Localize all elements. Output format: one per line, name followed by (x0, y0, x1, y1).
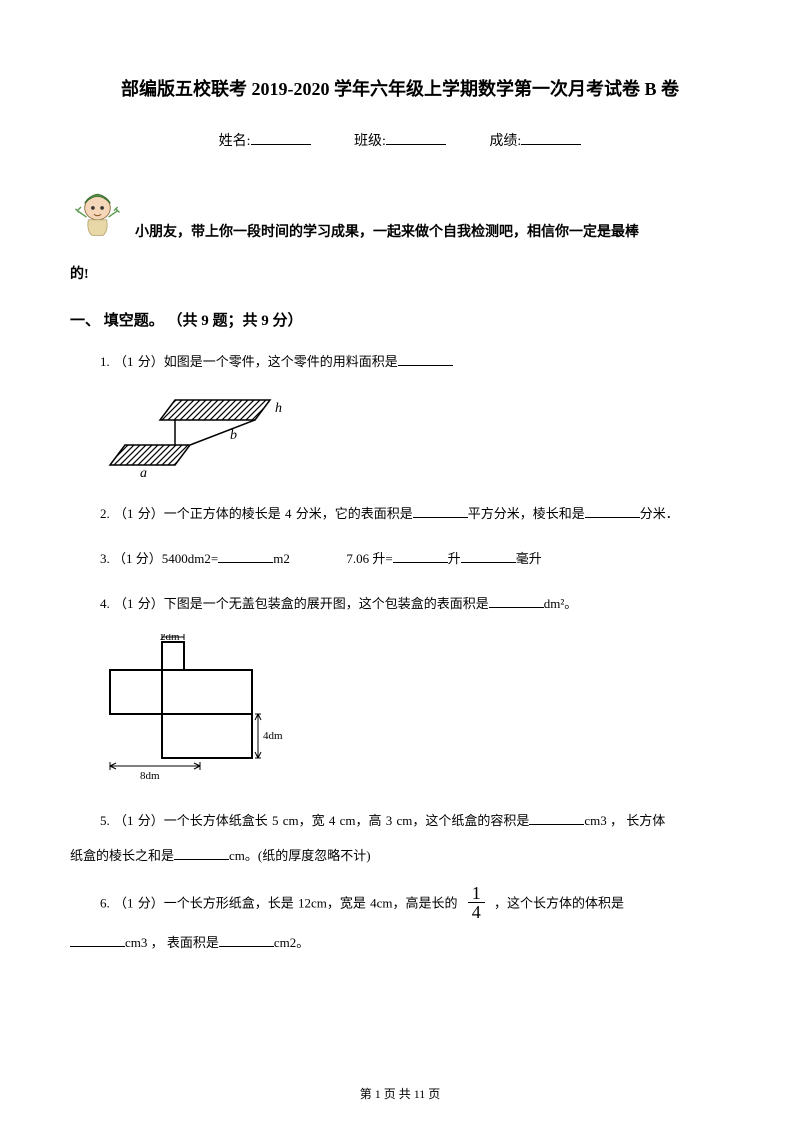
score-field: 成绩: (489, 129, 581, 150)
q3-blank3[interactable] (461, 549, 516, 563)
score-blank[interactable] (521, 129, 581, 145)
q5-blank1[interactable] (529, 811, 584, 825)
q3-part2-pre: 7.06 升= (346, 551, 392, 566)
q6-line2-post: cm2。 (274, 935, 309, 950)
q2-text1: 2. （1 分）一个正方体的棱长是 4 分米，它的表面积是 (100, 506, 413, 521)
mascot-row: 小朋友，带上你一段时间的学习成果，一起来做个自我检测吧，相信你一定是最棒 (70, 185, 730, 250)
student-info-row: 姓名: 班级: 成绩: (70, 129, 730, 150)
q6-frac-den: 4 (468, 903, 485, 921)
q4-blank[interactable] (489, 594, 544, 608)
class-field: 班级: (354, 129, 446, 150)
q6-text1: 6. （1 分）一个长方形纸盒，长是 12cm，宽是 4cm，高是长的 (100, 896, 462, 911)
name-blank[interactable] (251, 129, 311, 145)
q5-text1: 5. （1 分）一个长方体纸盒长 5 cm，宽 4 cm，高 3 cm，这个纸盒… (100, 813, 529, 828)
q2-text2: 平方分米，棱长和是 (468, 506, 585, 521)
q1-label-a: a (140, 466, 147, 477)
q5-mid: cm3 ， 长方体 (584, 813, 665, 828)
q6-blank1[interactable] (70, 933, 125, 947)
question-4: 4. （1 分）下图是一个无盖包装盒的展开图，这个包装盒的表面积是 dm²。 (70, 590, 730, 619)
q4-label-8dm: 8dm (140, 770, 160, 782)
q2-blank1[interactable] (413, 504, 468, 518)
q5-blank2[interactable] (174, 846, 229, 860)
q6-frac-num: 1 (468, 884, 485, 903)
q1-label-h: h (275, 401, 282, 416)
exam-title: 部编版五校联考 2019-2020 学年六年级上学期数学第一次月考试卷 B 卷 (70, 75, 730, 101)
question-6-line2: cm3 ， 表面积是 cm2。 (70, 929, 730, 958)
q6-line2-mid: cm3 ， 表面积是 (125, 935, 219, 950)
q4-suffix: dm²。 (544, 596, 578, 611)
q5-line2-pre: 纸盒的棱长之和是 (70, 848, 174, 863)
question-1: 1. （1 分）如图是一个零件，这个零件的用料面积是 (70, 348, 730, 377)
q2-blank2[interactable] (585, 504, 640, 518)
score-label: 成绩: (489, 134, 521, 149)
q3-part1-pre: 3. （1 分）5400dm2= (100, 551, 218, 566)
q6-mid: ，这个长方体的体积是 (494, 896, 624, 911)
q1-blank[interactable] (398, 352, 453, 366)
page-footer: 第 1 页 共 11 页 (0, 1085, 800, 1102)
question-5: 5. （1 分）一个长方体纸盒长 5 cm，宽 4 cm，高 3 cm，这个纸盒… (70, 807, 730, 836)
q4-label-2dm: 2dm (160, 634, 180, 643)
question-6: 6. （1 分）一个长方形纸盒，长是 12cm，宽是 4cm，高是长的 1 4 … (70, 886, 730, 923)
q1-label-b: b (230, 428, 237, 443)
q2-text3: 分米． (640, 506, 679, 521)
q3-part2-post: 毫升 (516, 551, 542, 566)
name-label: 姓名: (219, 134, 251, 149)
q4-figure: 2dm 4dm 8dm (100, 634, 730, 789)
question-2: 2. （1 分）一个正方体的棱长是 4 分米，它的表面积是 平方分米，棱长和是 分米… (70, 500, 730, 529)
question-3: 3. （1 分）5400dm2= m2 7.06 升= 升 毫升 (70, 545, 730, 574)
q3-blank2[interactable] (393, 549, 448, 563)
mascot-icon (70, 185, 125, 240)
q1-text: 1. （1 分）如图是一个零件，这个零件的用料面积是 (100, 354, 398, 369)
q3-blank1[interactable] (218, 549, 273, 563)
name-field: 姓名: (219, 129, 311, 150)
q3-part1-post: m2 (273, 551, 290, 566)
q6-blank2[interactable] (219, 933, 274, 947)
q3-part2-mid: 升 (448, 551, 461, 566)
q1-figure: h b a (100, 392, 730, 482)
class-blank[interactable] (386, 129, 446, 145)
encouragement-line1: 小朋友，带上你一段时间的学习成果，一起来做个自我检测吧，相信你一定是最棒 (135, 185, 639, 250)
q5-line2-post: cm。(纸的厚度忽略不计) (229, 848, 371, 863)
class-label: 班级: (354, 134, 386, 149)
q6-fraction: 1 4 (468, 884, 485, 921)
encouragement-line2: 的! (70, 260, 730, 291)
q4-text: 4. （1 分）下图是一个无盖包装盒的展开图，这个包装盒的表面积是 (100, 596, 489, 611)
question-5-line2: 纸盒的棱长之和是 cm。(纸的厚度忽略不计) (70, 842, 730, 871)
section-1-header: 一、 填空题。 （共 9 题；共 9 分） (70, 309, 730, 330)
q4-label-4dm: 4dm (263, 730, 283, 742)
